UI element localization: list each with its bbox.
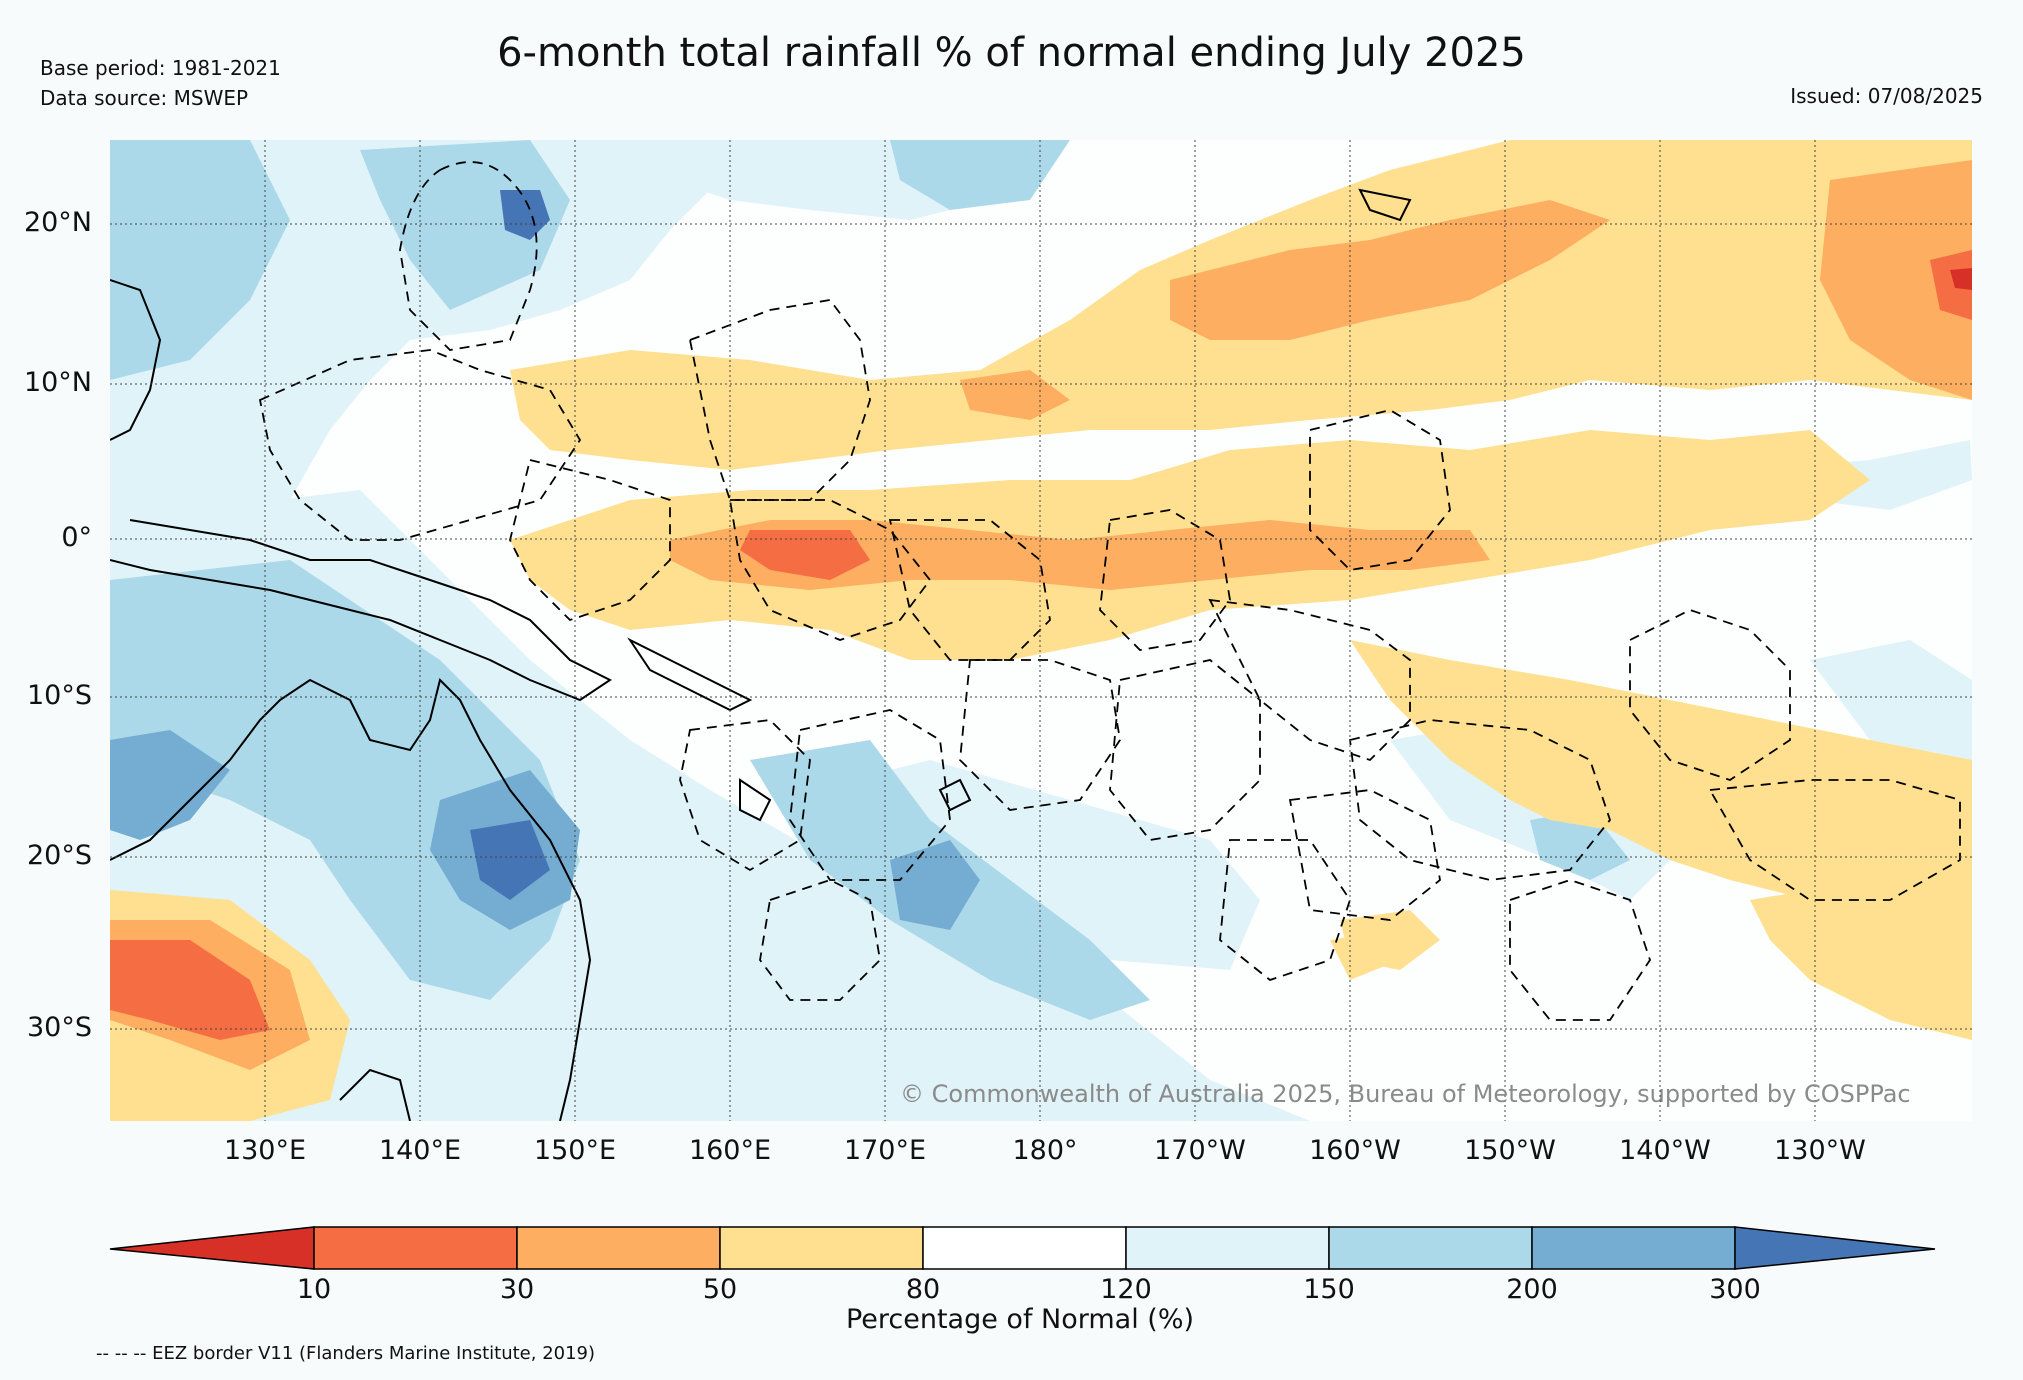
colorbar-extend-low (109, 1226, 315, 1270)
colorbar-tick-300: 300 (1709, 1274, 1761, 1305)
colorbar-bin-30-50 (516, 1226, 721, 1270)
lon-label-150w: 150°W (1464, 1135, 1556, 1166)
lon-label-180: 180° (1012, 1135, 1078, 1166)
lat-label-10s: 10°S (27, 680, 92, 711)
colorbar-bin-50-80 (719, 1226, 924, 1270)
colorbar-tick-150: 150 (1303, 1274, 1355, 1305)
lon-label-130w: 130°W (1774, 1135, 1866, 1166)
lat-label-30s: 30°S (27, 1012, 92, 1043)
colorbar-tick-10: 10 (296, 1274, 332, 1305)
colorbar-tick-120: 120 (1100, 1274, 1152, 1305)
lat-label-0: 0° (61, 522, 92, 553)
lon-label-160w: 160°W (1309, 1135, 1401, 1166)
colorbar (108, 1223, 1938, 1277)
eez-border-note: -- -- -- EEZ border V11 (Flanders Marine… (96, 1343, 596, 1364)
colorbar-bin-120-150 (1125, 1226, 1330, 1270)
colorbar-extend-high (1734, 1226, 1936, 1270)
issued-date: Issued: 07/08/2025 (1790, 84, 1983, 108)
colorbar-label: Percentage of Normal (%) (845, 1304, 1195, 1335)
colorbar-tick-200: 200 (1506, 1274, 1558, 1305)
colorbar-bin-150-200 (1328, 1226, 1533, 1270)
colorbar-bin-80-120 (922, 1226, 1127, 1270)
lat-label-20s: 20°S (27, 840, 92, 871)
copyright-watermark: © Commonwealth of Australia 2025, Bureau… (900, 1080, 1911, 1108)
lat-label-20n: 20°N (23, 207, 92, 238)
lon-label-170e: 170°E (843, 1135, 927, 1166)
lon-label-170w: 170°W (1154, 1135, 1246, 1166)
land-outlines (110, 188, 1412, 1121)
colorbar-bin-10-30 (313, 1226, 518, 1270)
colorbar-bin-200-300 (1531, 1226, 1736, 1270)
colorbar-tick-50: 50 (702, 1274, 738, 1305)
dry-regions (110, 140, 1972, 1121)
eez-borders (258, 161, 1961, 1021)
graticule (110, 140, 1972, 1121)
lon-label-160e: 160°E (688, 1135, 772, 1166)
rainfall-map (110, 140, 1972, 1121)
lon-label-150e: 150°E (533, 1135, 617, 1166)
lon-label-140w: 140°W (1619, 1135, 1711, 1166)
colorbar-tick-80: 80 (905, 1274, 941, 1305)
colorbar-tick-30: 30 (499, 1274, 535, 1305)
map-title: 6-month total rainfall % of normal endin… (497, 30, 1526, 76)
base-period-note: Base period: 1981-2021 (40, 56, 281, 80)
lat-label-10n: 10°N (23, 367, 92, 398)
data-source-note: Data source: MSWEP (40, 86, 249, 110)
lon-label-130e: 130°E (223, 1135, 307, 1166)
lon-label-140e: 140°E (378, 1135, 462, 1166)
